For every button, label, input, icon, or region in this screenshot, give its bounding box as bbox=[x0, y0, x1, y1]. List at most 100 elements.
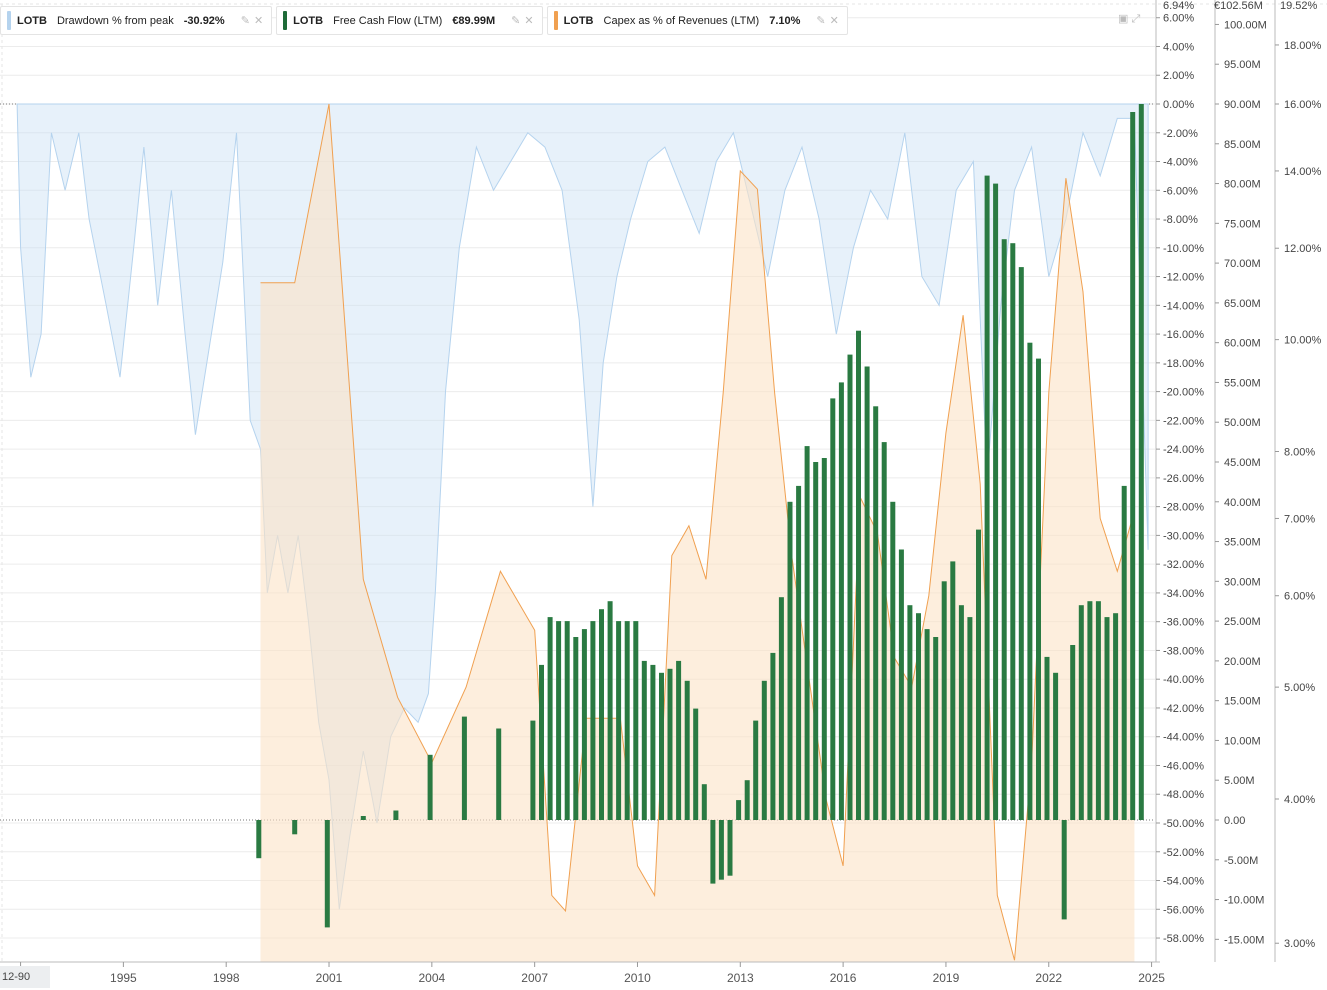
fcf-bar bbox=[881, 442, 887, 820]
pin-icon[interactable]: ✎ bbox=[816, 15, 826, 27]
drawdown-tick-label: -58.00% bbox=[1163, 933, 1204, 945]
capex-tick-label: 14.00% bbox=[1284, 166, 1322, 178]
fcf-tick-label: 40.00M bbox=[1224, 497, 1261, 509]
download-icon[interactable]: ▣ bbox=[1118, 13, 1129, 25]
fcf-bar bbox=[496, 728, 502, 820]
fcf-bar bbox=[633, 621, 639, 820]
drawdown-tick-label: -34.00% bbox=[1163, 588, 1204, 600]
fcf-bar bbox=[624, 621, 630, 820]
close-icon[interactable]: ✕ bbox=[524, 15, 534, 27]
legend-ticker: LOTB bbox=[293, 14, 324, 27]
pin-icon[interactable]: ✎ bbox=[240, 15, 250, 27]
fcf-bar bbox=[1027, 342, 1033, 820]
drawdown-tick-label: -10.00% bbox=[1163, 243, 1204, 255]
fcf-tick-label: 65.00M bbox=[1224, 298, 1261, 310]
fcf-bar bbox=[744, 780, 750, 820]
fcf-bar bbox=[1036, 358, 1041, 820]
fcf-bar bbox=[607, 601, 613, 820]
fcf-bar bbox=[324, 820, 330, 928]
fcf-bar bbox=[616, 621, 622, 820]
fcf-bar bbox=[864, 366, 870, 820]
fcf-tick-label: 20.00M bbox=[1224, 656, 1261, 668]
fcf-bar bbox=[1138, 104, 1144, 820]
fcf-bar bbox=[1113, 613, 1119, 820]
legend-item-drawdown[interactable]: LOTB Drawdown % from peak -30.92% ✎ ✕ bbox=[0, 6, 273, 35]
fcf-bar bbox=[1104, 617, 1110, 820]
expand-icon[interactable]: ⤢ bbox=[1131, 13, 1141, 25]
fcf-bar bbox=[256, 820, 262, 859]
fcf-bar bbox=[950, 561, 956, 820]
fcf-bar bbox=[958, 605, 964, 820]
fcf-tick-label: 60.00M bbox=[1224, 338, 1261, 350]
fcf-bar bbox=[907, 605, 913, 820]
fcf-bar bbox=[556, 621, 562, 820]
close-icon[interactable]: ✕ bbox=[829, 15, 839, 27]
drawdown-tick-label: -24.00% bbox=[1163, 444, 1204, 456]
capex-tick-label: 16.00% bbox=[1284, 99, 1322, 111]
drawdown-tick-label: -36.00% bbox=[1163, 617, 1204, 629]
legend-item-fcf[interactable]: LOTB Free Cash Flow (LTM) €89.99M ✎ ✕ bbox=[276, 6, 543, 35]
x-tick-label: 2022 bbox=[1035, 971, 1062, 985]
fcf-tick-label: 70.00M bbox=[1224, 258, 1261, 270]
fcf-bar bbox=[1087, 601, 1093, 820]
fcf-bar bbox=[796, 485, 802, 820]
drawdown-tick-label: -18.00% bbox=[1163, 358, 1204, 370]
legend-series-name: Drawdown % from peak bbox=[56, 14, 174, 27]
x-tick-label: 1998 bbox=[213, 971, 240, 985]
fcf-bar bbox=[856, 330, 861, 820]
legend-swatch-fcf bbox=[283, 11, 288, 30]
legend-bar: LOTB Drawdown % from peak -30.92% ✎ ✕ LO… bbox=[0, 6, 848, 35]
legend-series-value: -30.92% bbox=[183, 14, 225, 27]
legend-swatch-capex bbox=[553, 11, 558, 30]
fcf-bar bbox=[838, 382, 844, 820]
fcf-bar bbox=[1044, 656, 1050, 820]
fcf-bar bbox=[581, 629, 587, 820]
fcf-bar bbox=[993, 183, 999, 821]
capex-line bbox=[260, 103, 1135, 961]
x-tick-label: 2016 bbox=[830, 971, 857, 985]
fcf-bar bbox=[641, 660, 647, 820]
fcf-bar bbox=[847, 354, 853, 820]
fcf-tick-label: 10.00M bbox=[1224, 735, 1261, 747]
fcf-bar bbox=[787, 501, 793, 820]
capex-tick-label: 6.00% bbox=[1284, 591, 1315, 603]
fcf-bar bbox=[1010, 243, 1016, 820]
capex-top-label: 19.52% bbox=[1280, 0, 1318, 12]
capex-tick-label: 7.00% bbox=[1284, 513, 1315, 525]
fcf-bar bbox=[650, 664, 656, 820]
fcf-tick-label: 0.00 bbox=[1224, 815, 1245, 827]
drawdown-tick-label: -12.00% bbox=[1163, 272, 1204, 284]
x-tick-label: 2001 bbox=[316, 971, 343, 985]
drawdown-top-label: 6.94% bbox=[1163, 0, 1194, 12]
close-icon[interactable]: ✕ bbox=[253, 15, 264, 27]
capex-tick-label: 12.00% bbox=[1284, 243, 1322, 255]
fcf-bar bbox=[1018, 267, 1024, 821]
drawdown-tick-label: -54.00% bbox=[1163, 876, 1204, 888]
drawdown-tick-label: -16.00% bbox=[1163, 329, 1204, 341]
drawdown-tick-label: -2.00% bbox=[1163, 128, 1198, 140]
drawdown-tick-label: -48.00% bbox=[1163, 789, 1204, 801]
legend-item-capex[interactable]: LOTB Capex as % of Revenues (LTM) 7.10% … bbox=[546, 6, 848, 35]
fcf-bar bbox=[821, 458, 827, 820]
pin-icon[interactable]: ✎ bbox=[511, 15, 521, 27]
drawdown-tick-label: -56.00% bbox=[1163, 904, 1204, 916]
fcf-tick-label: 95.00M bbox=[1224, 59, 1261, 71]
drawdown-tick-label: 4.00% bbox=[1163, 41, 1194, 53]
capex-tick-label: 8.00% bbox=[1284, 447, 1315, 459]
fcf-bar bbox=[813, 462, 819, 820]
legend-ticker: LOTB bbox=[17, 14, 47, 27]
fcf-bar bbox=[804, 446, 810, 820]
drawdown-tick-label: -20.00% bbox=[1163, 387, 1204, 399]
x-tick-label: 1995 bbox=[110, 971, 137, 985]
fcf-bar bbox=[547, 617, 553, 820]
drawdown-tick-label: -6.00% bbox=[1163, 185, 1198, 197]
drawdown-tick-label: 0.00% bbox=[1163, 99, 1194, 111]
legend-series-value: 7.10% bbox=[769, 14, 801, 27]
fcf-bar bbox=[1001, 239, 1007, 820]
legend-series-name: Capex as % of Revenues (LTM) bbox=[603, 14, 760, 27]
fcf-bar bbox=[461, 716, 467, 820]
fcf-bar bbox=[676, 660, 682, 820]
fcf-tick-label: 100.00M bbox=[1224, 19, 1267, 31]
fcf-series bbox=[256, 104, 1144, 928]
